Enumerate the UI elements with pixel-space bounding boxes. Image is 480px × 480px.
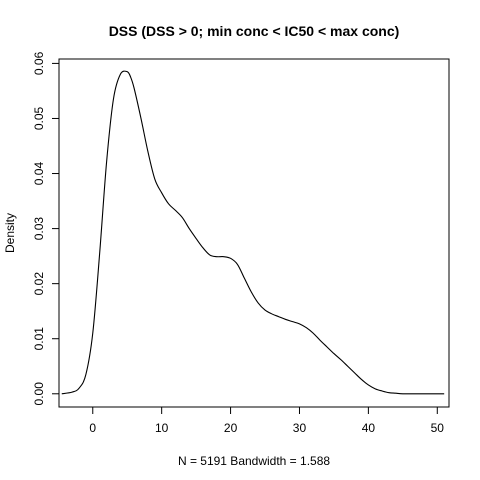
y-tick-label: 0.03: [32, 217, 46, 241]
x-tick-label: 30: [293, 421, 307, 435]
y-axis: 0.00 0.01 0.02 0.03 0.04 0.05 0.06: [32, 51, 60, 406]
density-curve: [61, 70, 445, 395]
plot-area: [58, 58, 450, 408]
x-axis: 0 10 20 30 40 50: [89, 406, 445, 435]
chart-title: DSS (DSS > 0; min conc < IC50 < max conc…: [109, 23, 400, 39]
y-tick-label: 0.05: [32, 106, 46, 130]
x-axis-label: N = 5191 Bandwidth = 1.588: [178, 454, 330, 468]
x-tick-label: 20: [224, 421, 238, 435]
y-tick-label: 0.06: [32, 51, 46, 75]
x-tick-label: 40: [362, 421, 376, 435]
y-tick-label: 0.01: [32, 327, 46, 351]
y-tick-label: 0.00: [32, 382, 46, 406]
y-tick-label: 0.02: [32, 272, 46, 296]
x-tick-label: 0: [89, 421, 96, 435]
x-tick-label: 50: [431, 421, 445, 435]
y-axis-label: Density: [3, 213, 17, 253]
y-tick-label: 0.04: [32, 162, 46, 186]
x-tick-label: 10: [155, 421, 169, 435]
